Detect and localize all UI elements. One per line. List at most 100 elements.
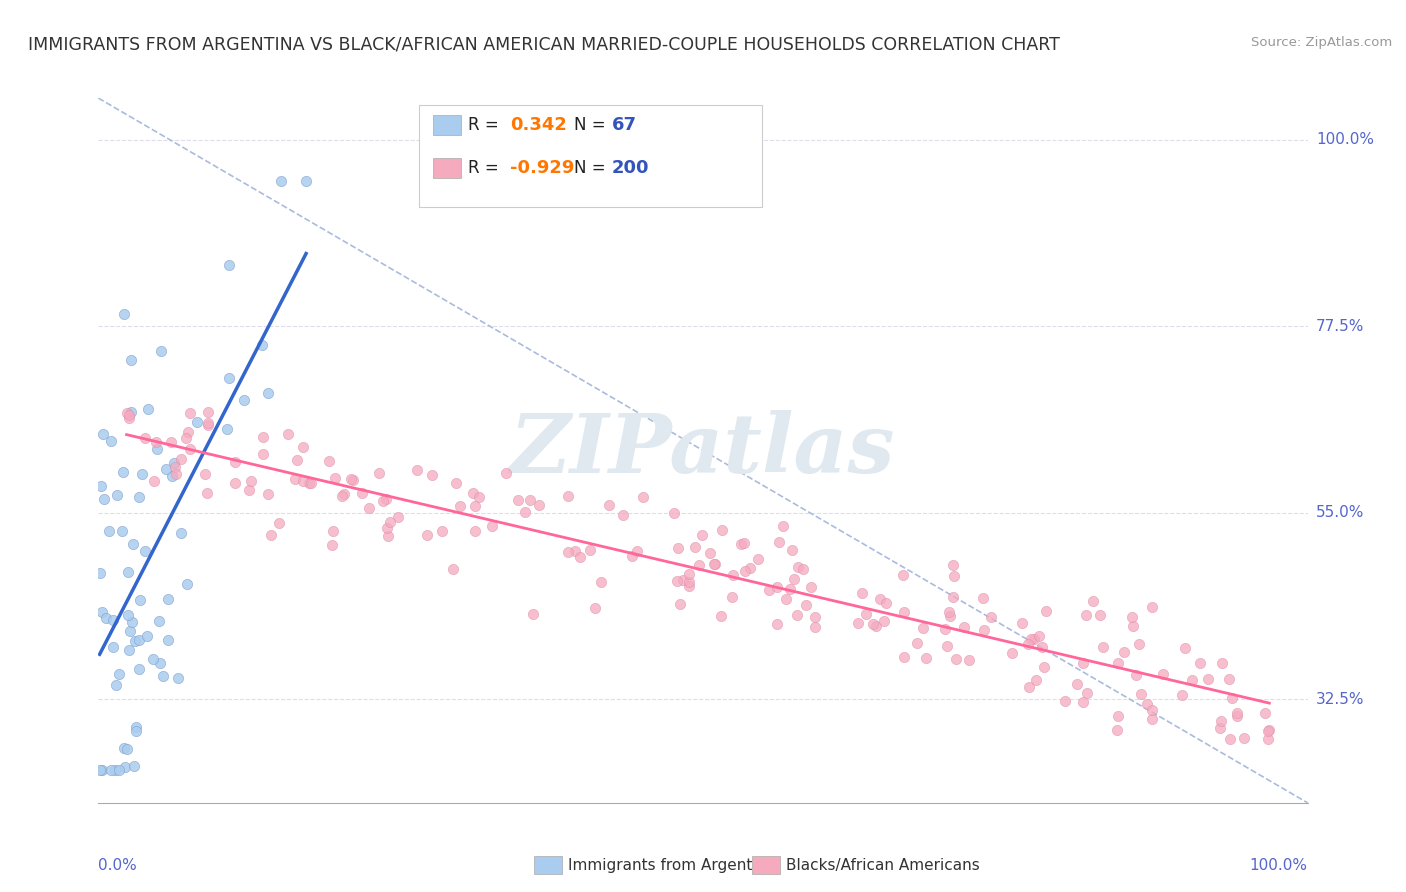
- Point: [238, 483, 260, 497]
- Point: [662, 506, 685, 520]
- Point: [142, 652, 165, 666]
- Point: [1031, 640, 1053, 654]
- Point: [1021, 632, 1043, 646]
- Point: [783, 572, 806, 586]
- Point: [1129, 687, 1152, 701]
- Point: [1032, 660, 1054, 674]
- Point: [89, 763, 111, 777]
- Point: [138, 402, 160, 417]
- Point: [703, 558, 725, 572]
- Point: [942, 569, 965, 583]
- Point: [160, 468, 183, 483]
- Point: [157, 633, 180, 648]
- Point: [239, 474, 262, 488]
- Point: [1071, 657, 1094, 671]
- Point: [738, 561, 761, 575]
- Point: [938, 605, 960, 619]
- Point: [704, 557, 727, 571]
- Point: [292, 474, 315, 488]
- Point: [176, 577, 198, 591]
- Point: [1122, 619, 1144, 633]
- Point: [1083, 594, 1105, 608]
- Point: [905, 636, 928, 650]
- Point: [197, 405, 219, 419]
- Point: [117, 742, 139, 756]
- Point: [152, 669, 174, 683]
- Text: 0.0%: 0.0%: [98, 858, 138, 872]
- Point: [869, 592, 891, 607]
- Point: [420, 467, 443, 482]
- Point: [197, 417, 219, 432]
- Point: [165, 460, 187, 475]
- Point: [506, 493, 529, 508]
- Point: [250, 338, 273, 352]
- Point: [780, 543, 803, 558]
- Point: [322, 524, 344, 538]
- Point: [380, 516, 402, 530]
- Point: [1197, 672, 1219, 686]
- Point: [1140, 600, 1163, 615]
- Point: [1028, 629, 1050, 643]
- Point: [405, 463, 427, 477]
- Point: [387, 509, 409, 524]
- Point: [1035, 604, 1057, 618]
- Text: N =: N =: [574, 159, 605, 177]
- Point: [124, 634, 146, 648]
- Point: [800, 580, 823, 594]
- Point: [612, 508, 634, 523]
- Point: [170, 452, 193, 467]
- Point: [1025, 673, 1047, 688]
- Point: [105, 678, 128, 692]
- Point: [122, 759, 145, 773]
- Point: [342, 474, 364, 488]
- Point: [224, 476, 246, 491]
- Point: [107, 667, 129, 681]
- Point: [118, 410, 141, 425]
- Point: [772, 519, 794, 533]
- Point: [690, 528, 713, 542]
- Point: [441, 562, 464, 576]
- Text: Blacks/African Americans: Blacks/African Americans: [786, 858, 980, 872]
- Point: [233, 392, 256, 407]
- Point: [591, 575, 613, 590]
- Point: [957, 652, 980, 666]
- Point: [377, 529, 399, 543]
- Point: [765, 617, 787, 632]
- Point: [375, 492, 398, 507]
- Point: [1054, 694, 1077, 708]
- Point: [678, 566, 700, 581]
- Point: [121, 537, 143, 551]
- Point: [688, 558, 710, 572]
- Point: [721, 568, 744, 582]
- Point: [669, 598, 692, 612]
- Point: [149, 344, 172, 359]
- Point: [1112, 645, 1135, 659]
- Point: [1152, 667, 1174, 681]
- Point: [733, 535, 755, 549]
- Point: [90, 479, 112, 493]
- Point: [284, 472, 307, 486]
- Point: [893, 650, 915, 665]
- Point: [174, 431, 197, 445]
- Point: [557, 489, 579, 503]
- Point: [195, 486, 218, 500]
- Point: [444, 475, 467, 490]
- Point: [332, 487, 354, 501]
- Point: [934, 622, 956, 636]
- Point: [105, 488, 128, 502]
- Point: [952, 620, 974, 634]
- Point: [269, 516, 291, 530]
- Text: 77.5%: 77.5%: [1316, 318, 1364, 334]
- Point: [1174, 641, 1197, 656]
- Point: [683, 540, 706, 554]
- Point: [449, 499, 471, 513]
- Point: [945, 651, 967, 665]
- Point: [1257, 731, 1279, 746]
- Point: [1209, 714, 1232, 729]
- Point: [224, 455, 246, 469]
- Point: [710, 523, 733, 537]
- Point: [165, 467, 187, 481]
- Point: [464, 524, 486, 538]
- Point: [766, 580, 789, 594]
- Point: [972, 591, 994, 605]
